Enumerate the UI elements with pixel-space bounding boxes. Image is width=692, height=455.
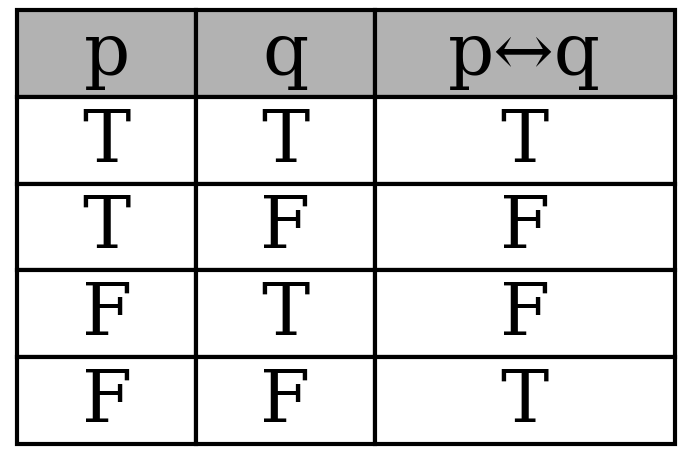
Text: F: F [500,192,550,263]
Bar [196,271,375,357]
Text: p: p [84,20,130,90]
Text: F: F [82,365,131,435]
Bar [196,98,375,184]
Bar [196,184,375,271]
Bar [17,98,196,184]
Bar [196,184,375,271]
Bar [17,184,196,271]
Bar [17,271,196,357]
Text: T: T [262,279,309,349]
Bar [375,11,675,98]
Bar [196,11,375,98]
Bar [17,11,196,98]
Text: T: T [501,106,549,176]
Text: T: T [82,106,131,176]
Bar [375,357,675,444]
Text: F: F [82,279,131,349]
Text: T: T [262,106,309,176]
Bar [17,98,196,184]
Bar [375,11,675,98]
Bar [196,357,375,444]
Bar [375,184,675,271]
Bar [375,184,675,271]
Text: T: T [82,192,131,263]
Bar [196,11,375,98]
Bar [196,271,375,357]
Bar [375,271,675,357]
Bar [17,357,196,444]
Bar [17,11,196,98]
Bar [375,98,675,184]
Text: q: q [262,20,309,90]
Text: F: F [260,192,311,263]
Text: F: F [260,365,311,435]
Bar [375,357,675,444]
Bar [17,271,196,357]
Bar [196,98,375,184]
Bar [196,357,375,444]
Text: p↔q: p↔q [448,20,601,90]
Bar [375,98,675,184]
Bar [375,271,675,357]
Text: F: F [500,279,550,349]
Text: T: T [501,365,549,435]
Bar [17,184,196,271]
Bar [17,357,196,444]
